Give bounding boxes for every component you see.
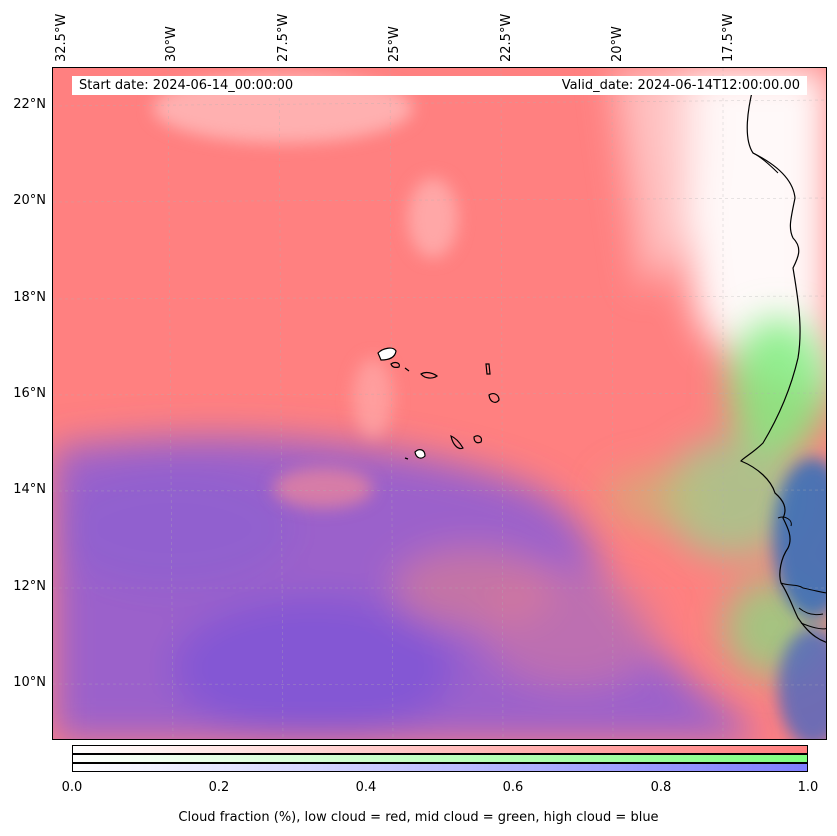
lat-label-18n: 18°N (13, 290, 46, 305)
colorbar-mid-cloud (72, 754, 808, 763)
lat-label-20n: 20°N (13, 193, 46, 208)
cap-blanc-coast (752, 152, 779, 174)
colorbar-high-cloud (72, 763, 808, 772)
colorbar-tick-3: 0.6 (502, 780, 524, 795)
lon-label-32-5w: 32.5°W (54, 13, 69, 62)
lon-label-17-5w: 17.5°W (721, 13, 736, 62)
cape-verde-islands (377, 347, 500, 460)
lat-label-12n: 12°N (13, 579, 46, 594)
lon-label-30w: 30°W (164, 26, 179, 62)
lat-label-14n: 14°N (13, 482, 46, 497)
colorbar (72, 745, 808, 772)
lon-label-22-5w: 22.5°W (499, 13, 514, 62)
lon-label-20w: 20°W (610, 26, 625, 62)
colorbar-tick-2: 0.4 (355, 780, 377, 795)
colorbar-low-cloud (72, 745, 808, 754)
colorbar-tick-5: 1.0 (797, 780, 819, 795)
start-date-label: Start date: 2024-06-14_00:00:00 (79, 78, 294, 93)
lon-label-25w: 25°W (387, 26, 402, 62)
map-info-bar: Start date: 2024-06-14_00:00:00 Valid_da… (72, 76, 807, 95)
africa-coastline (740, 87, 826, 643)
map-canvas (53, 68, 826, 739)
clear-sky-region (613, 68, 826, 398)
lon-label-27-5w: 27.5°W (276, 13, 291, 62)
west-africa-coast-details (777, 516, 826, 630)
colorbar-tick-4: 0.8 (650, 780, 672, 795)
colorbar-caption: Cloud fraction (%), low cloud = red, mid… (178, 810, 659, 825)
lat-label-16n: 16°N (13, 386, 46, 401)
high-mid-overlap-region (773, 458, 826, 739)
cloud-fraction-map (52, 67, 827, 740)
colorbar-tick-1: 0.2 (208, 780, 230, 795)
lat-label-10n: 10°N (13, 675, 46, 690)
colorbar-tick-0: 0.0 (61, 780, 83, 795)
lat-label-22n: 22°N (13, 97, 46, 112)
graticule (53, 68, 826, 739)
valid-date-label: Valid_date: 2024-06-14T12:00:00.00 (561, 78, 800, 93)
